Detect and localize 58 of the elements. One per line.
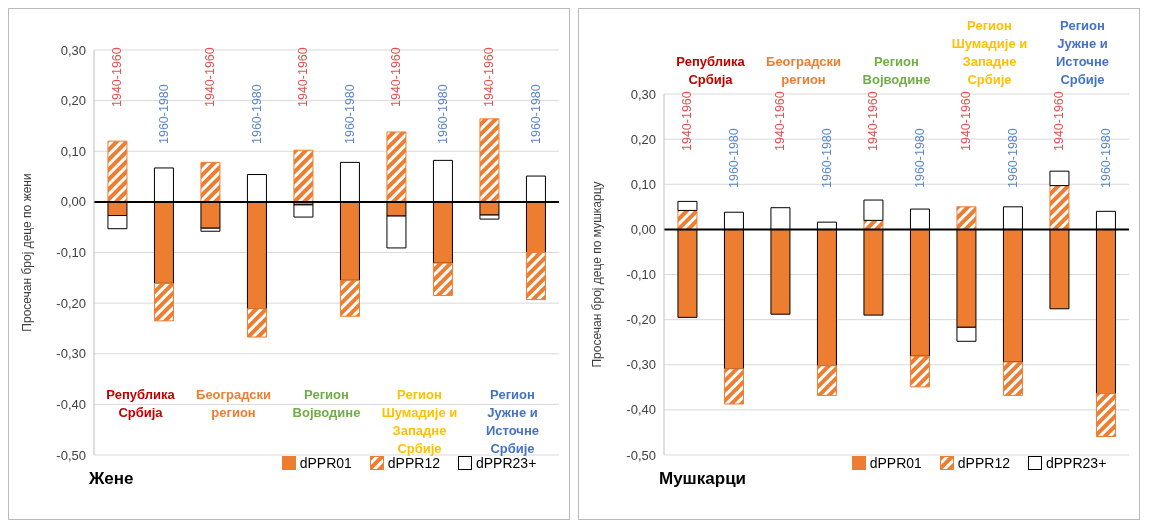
x-tick-label: 1940-1960 xyxy=(296,47,311,107)
y-tick-label: -0,10 xyxy=(56,245,86,261)
x-tick-label: 1960-1980 xyxy=(528,84,543,144)
legend-label: dPPR01 xyxy=(299,455,352,471)
annotation: Регион Војводине xyxy=(291,385,362,422)
x-tick-label: 1940-1960 xyxy=(680,91,695,151)
x-tick-label: 1940-1960 xyxy=(203,47,218,107)
y-tick-label: -0,30 xyxy=(626,357,656,373)
legend-label: dPPR01 xyxy=(869,455,922,471)
legend-label: dPPR12 xyxy=(957,455,1010,471)
x-tick-label: 1960-1980 xyxy=(249,84,264,144)
text: Мушкарци xyxy=(659,469,747,489)
y-tick-label: -0,40 xyxy=(56,396,86,412)
y-tick-label: -0,50 xyxy=(56,447,86,463)
legend-label: dPPR12 xyxy=(387,455,440,471)
text: Београдски регион xyxy=(765,53,842,89)
y-tick-label: -0,20 xyxy=(56,295,86,311)
x-tick-label: 1960-1980 xyxy=(1098,128,1113,188)
text: Република Србија xyxy=(675,53,746,89)
x-tick-label: 1960-1980 xyxy=(435,84,450,144)
y-tick-label: -0,40 xyxy=(626,402,656,418)
text: Регион Шумадије и Западне Србије xyxy=(950,17,1029,89)
annotation: Република Србија xyxy=(105,385,176,422)
legend-label: dPPR23+ xyxy=(1045,455,1107,471)
y-axis-title: Просечан број деце по жени xyxy=(20,173,35,332)
annotation: Београдски регион xyxy=(195,385,272,422)
x-tick-label: 1960-1980 xyxy=(342,84,357,144)
x-tick-label: 1940-1960 xyxy=(1052,91,1067,151)
y-tick-label: 0,10 xyxy=(60,143,86,159)
y-tick-label: 0,20 xyxy=(60,93,86,109)
annotation: Регион Јужне и Источне Србије xyxy=(485,385,540,457)
x-tick-label: 1940-1960 xyxy=(482,47,497,107)
y-tick-label: -0,50 xyxy=(626,447,656,463)
y-axis-title: Просечан број деце по мушкарцу xyxy=(590,181,605,368)
y-tick-label: 0,30 xyxy=(630,86,656,102)
x-tick-label: 1960-1980 xyxy=(726,128,741,188)
text: Жене xyxy=(89,469,134,489)
y-tick-label: 0,00 xyxy=(60,194,86,210)
text: Регион Војводине xyxy=(861,53,932,89)
y-tick-label: -0,30 xyxy=(56,346,86,362)
x-tick-label: 1940-1960 xyxy=(389,47,404,107)
y-tick-label: 0,10 xyxy=(630,176,656,192)
x-tick-label: 1940-1960 xyxy=(773,91,788,151)
x-tick-label: 1960-1980 xyxy=(1005,128,1020,188)
y-tick-label: 0,30 xyxy=(60,42,86,58)
y-tick-label: 0,00 xyxy=(630,221,656,237)
x-tick-label: 1960-1980 xyxy=(156,84,171,144)
x-tick-label: 1940-1960 xyxy=(959,91,974,151)
annotation: Регион Шумадије и Западне Србије xyxy=(380,385,459,457)
x-tick-label: 1960-1980 xyxy=(819,128,834,188)
x-tick-label: 1940-1960 xyxy=(110,47,125,107)
y-tick-label: -0,20 xyxy=(626,312,656,328)
y-tick-label: 0,20 xyxy=(630,131,656,147)
y-tick-label: -0,10 xyxy=(626,267,656,283)
text: Регион Јужне и Источне Србије xyxy=(1055,17,1110,89)
legend-label: dPPR23+ xyxy=(475,455,537,471)
x-tick-label: 1940-1960 xyxy=(866,91,881,151)
x-tick-label: 1960-1980 xyxy=(912,128,927,188)
